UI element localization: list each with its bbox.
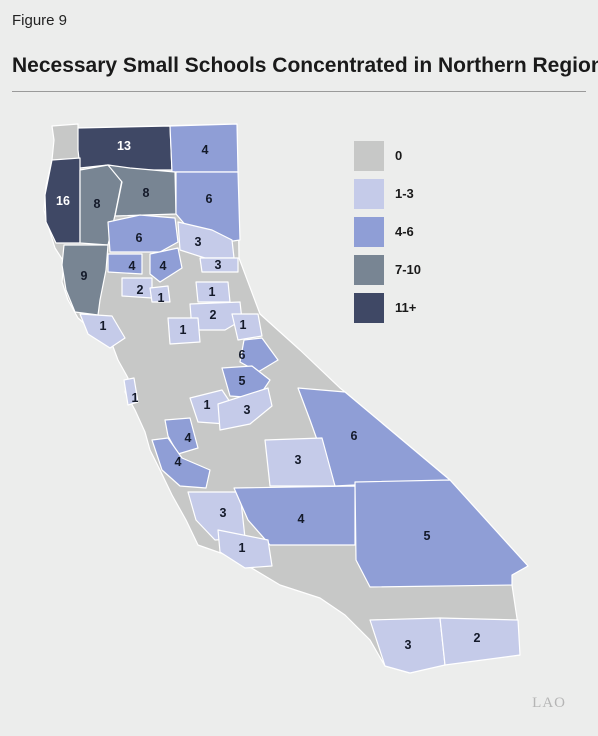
legend-swatch <box>354 255 384 285</box>
legend-label: 7-10 <box>395 262 422 277</box>
county-value-label: 5 <box>239 374 246 388</box>
county-value-label: 13 <box>117 139 131 153</box>
county-region <box>149 247 183 283</box>
figure-label: Figure 9 <box>12 12 68 29</box>
county-value-label: 3 <box>405 638 412 652</box>
county-value-label: 3 <box>244 403 251 417</box>
county-region <box>439 617 521 666</box>
county-value-label: 2 <box>210 308 217 322</box>
county-region <box>44 157 81 244</box>
county-region <box>107 214 179 253</box>
county-value-label: 2 <box>474 631 481 645</box>
county-value-label: 1 <box>204 398 211 412</box>
county-value-label: 4 <box>298 512 305 526</box>
lao-logo: LAO <box>532 695 566 711</box>
legend-label: 1-3 <box>395 186 414 201</box>
county-value-label: 8 <box>94 197 101 211</box>
county-region <box>217 529 273 569</box>
county-value-label: 1 <box>158 291 165 305</box>
county-value-label: 4 <box>202 143 209 157</box>
county-value-label: 1 <box>100 319 107 333</box>
county-region <box>231 313 263 341</box>
county-value-label: 4 <box>129 259 136 273</box>
county-value-label: 1 <box>239 541 246 555</box>
county-value-label: 6 <box>206 192 213 206</box>
county-value-label: 4 <box>175 455 182 469</box>
county-region <box>233 485 356 546</box>
county-value-label: 1 <box>240 318 247 332</box>
county-value-label: 4 <box>160 259 167 273</box>
legend-swatch <box>354 293 384 323</box>
county-value-label: 4 <box>185 431 192 445</box>
county-value-label: 6 <box>136 231 143 245</box>
county-region <box>167 317 201 345</box>
county-value-label: 1 <box>132 391 139 405</box>
county-value-label: 8 <box>143 186 150 200</box>
county-value-label: 6 <box>239 348 246 362</box>
legend-swatch <box>354 179 384 209</box>
legend-label: 4-6 <box>395 224 414 239</box>
county-value-label: 3 <box>220 506 227 520</box>
county-value-label: 6 <box>351 429 358 443</box>
figure-title: Necessary Small Schools Concentrated in … <box>12 54 598 77</box>
county-value-label: 2 <box>137 283 144 297</box>
county-value-label: 5 <box>424 529 431 543</box>
county-value-label: 3 <box>195 235 202 249</box>
county-region <box>151 437 211 489</box>
legend-swatch <box>354 217 384 247</box>
county-region <box>79 313 126 349</box>
county-value-label: 3 <box>215 258 222 272</box>
county-value-label: 9 <box>81 269 88 283</box>
county-value-label: 16 <box>56 194 70 208</box>
county-region <box>199 257 239 273</box>
legend-swatch <box>354 141 384 171</box>
county-value-label: 3 <box>295 453 302 467</box>
county-region <box>149 285 171 303</box>
title-rule <box>12 91 586 92</box>
county-region <box>369 617 446 674</box>
county-region <box>123 377 139 406</box>
county-region <box>217 387 273 431</box>
county-value-label: 1 <box>209 285 216 299</box>
county-region <box>239 337 279 373</box>
county-region <box>107 253 143 275</box>
legend-label: 11+ <box>395 300 417 315</box>
legend-label: 0 <box>395 148 403 163</box>
county-value-label: 1 <box>180 323 187 337</box>
county-region <box>354 479 529 588</box>
